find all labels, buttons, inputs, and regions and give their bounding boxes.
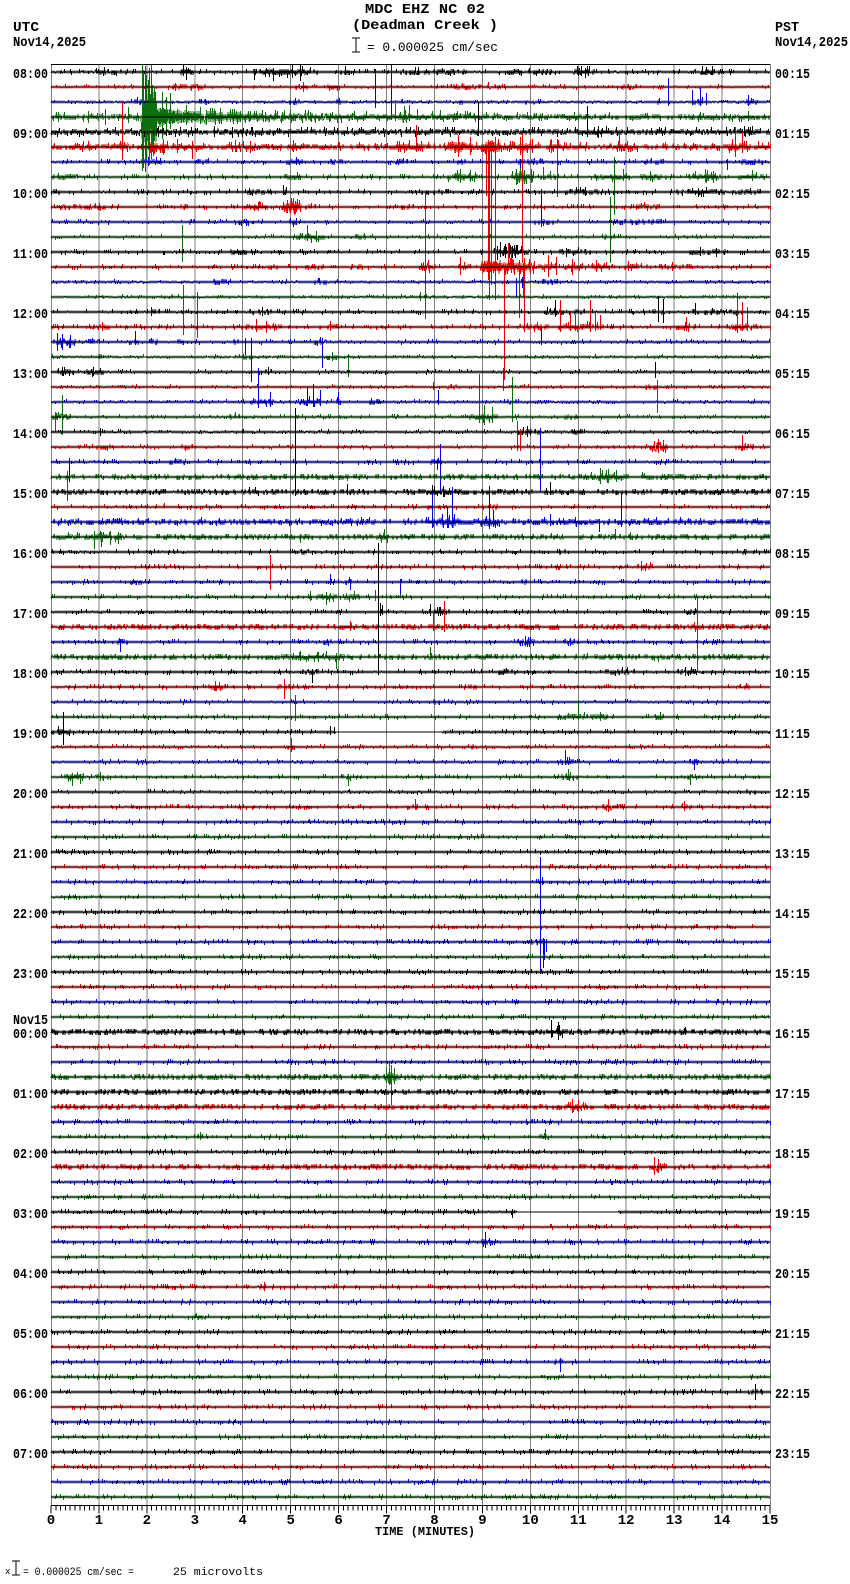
svg-text:3: 3 xyxy=(191,1513,199,1529)
svg-text:17:00: 17:00 xyxy=(13,607,48,623)
svg-text:7: 7 xyxy=(382,1513,390,1529)
svg-text:06:00: 06:00 xyxy=(13,1387,48,1403)
svg-text:21:00: 21:00 xyxy=(13,847,48,863)
svg-text:16:15: 16:15 xyxy=(775,1027,810,1043)
svg-text:13: 13 xyxy=(666,1513,683,1529)
svg-text:Nov14,2025: Nov14,2025 xyxy=(775,35,848,51)
svg-text:0: 0 xyxy=(47,1513,55,1529)
svg-text:12: 12 xyxy=(618,1513,635,1529)
svg-text:Nov15: Nov15 xyxy=(13,1013,48,1029)
svg-text:11: 11 xyxy=(570,1513,587,1529)
svg-text:03:00: 03:00 xyxy=(13,1207,48,1223)
svg-text:15:15: 15:15 xyxy=(775,967,810,983)
svg-text:1: 1 xyxy=(95,1513,103,1529)
svg-text:11:15: 11:15 xyxy=(775,727,810,743)
svg-text:9: 9 xyxy=(478,1513,486,1529)
svg-text:01:15: 01:15 xyxy=(775,127,810,143)
svg-text:Nov14,2025: Nov14,2025 xyxy=(13,35,86,51)
svg-text:23:15: 23:15 xyxy=(775,1447,810,1463)
svg-text:20:00: 20:00 xyxy=(13,787,48,803)
svg-text:10:15: 10:15 xyxy=(775,667,810,683)
svg-text:4: 4 xyxy=(239,1513,247,1529)
svg-text:23:00: 23:00 xyxy=(13,967,48,983)
svg-text:05:00: 05:00 xyxy=(13,1327,48,1343)
svg-text:07:15: 07:15 xyxy=(775,487,810,503)
svg-text:09:00: 09:00 xyxy=(13,127,48,143)
svg-text:01:00: 01:00 xyxy=(13,1087,48,1103)
svg-text:10:00: 10:00 xyxy=(13,187,48,203)
svg-text:22:00: 22:00 xyxy=(13,907,48,923)
svg-text:13:15: 13:15 xyxy=(775,847,810,863)
svg-text:06:15: 06:15 xyxy=(775,427,810,443)
svg-text:(Deadman Creek ): (Deadman Creek ) xyxy=(352,18,498,34)
svg-text:15:00: 15:00 xyxy=(13,487,48,503)
svg-text:5: 5 xyxy=(286,1513,294,1529)
svg-text:18:15: 18:15 xyxy=(775,1147,810,1163)
svg-text:07:00: 07:00 xyxy=(13,1447,48,1463)
svg-text:14:15: 14:15 xyxy=(775,907,810,923)
svg-text:11:00: 11:00 xyxy=(13,247,48,263)
svg-text:13:00: 13:00 xyxy=(13,367,48,383)
svg-text:= 0.000025 cm/sec: = 0.000025 cm/sec xyxy=(367,41,498,55)
svg-text:16:00: 16:00 xyxy=(13,547,48,563)
svg-text:02:15: 02:15 xyxy=(775,187,810,203)
svg-text:= 0.000025 cm/sec =: = 0.000025 cm/sec = xyxy=(23,1567,134,1579)
svg-text:05:15: 05:15 xyxy=(775,367,810,383)
svg-text:04:15: 04:15 xyxy=(775,307,810,323)
svg-text:18:00: 18:00 xyxy=(13,667,48,683)
svg-text:19:15: 19:15 xyxy=(775,1207,810,1223)
svg-text:08:15: 08:15 xyxy=(775,547,810,563)
svg-text:17:15: 17:15 xyxy=(775,1087,810,1103)
svg-text:2: 2 xyxy=(143,1513,151,1529)
svg-text:UTC: UTC xyxy=(13,20,40,36)
svg-text:TIME (MINUTES): TIME (MINUTES) xyxy=(375,1525,475,1539)
svg-text:MDC EHZ NC 02: MDC EHZ NC 02 xyxy=(365,2,485,18)
svg-text:20:15: 20:15 xyxy=(775,1267,810,1283)
svg-text:14: 14 xyxy=(714,1513,731,1529)
svg-text:12:00: 12:00 xyxy=(13,307,48,323)
svg-text:14:00: 14:00 xyxy=(13,427,48,443)
svg-text:x: x xyxy=(5,1567,10,1577)
svg-text:PST: PST xyxy=(775,20,799,36)
svg-text:25 microvolts: 25 microvolts xyxy=(173,1567,263,1579)
svg-text:19:00: 19:00 xyxy=(13,727,48,743)
svg-text:15: 15 xyxy=(762,1513,779,1529)
svg-text:08:00: 08:00 xyxy=(13,67,48,83)
svg-text:04:00: 04:00 xyxy=(13,1267,48,1283)
svg-text:10: 10 xyxy=(522,1513,539,1529)
svg-text:09:15: 09:15 xyxy=(775,607,810,623)
svg-text:12:15: 12:15 xyxy=(775,787,810,803)
svg-text:22:15: 22:15 xyxy=(775,1387,810,1403)
svg-text:03:15: 03:15 xyxy=(775,247,810,263)
svg-text:00:00: 00:00 xyxy=(13,1027,48,1043)
svg-text:02:00: 02:00 xyxy=(13,1147,48,1163)
svg-text:6: 6 xyxy=(334,1513,342,1529)
svg-text:21:15: 21:15 xyxy=(775,1327,810,1343)
svg-text:8: 8 xyxy=(430,1513,438,1529)
svg-text:00:15: 00:15 xyxy=(775,67,810,83)
